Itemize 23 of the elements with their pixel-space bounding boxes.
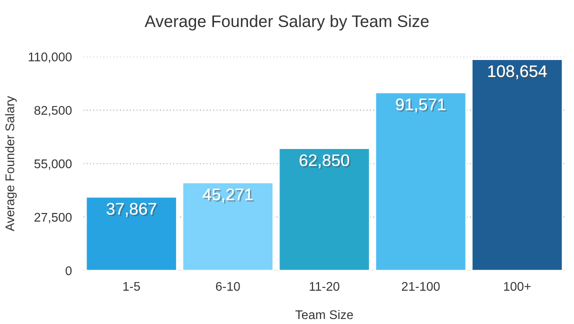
x-tick-label: 1-5 [123,282,140,291]
bar [182,182,274,271]
bar [471,58,564,271]
y-tick-label: 55,000 [34,159,72,170]
bar [374,92,467,271]
data-label: 91,571 [396,98,447,114]
y-tick-label: 82,500 [34,106,72,116]
x-tick-label: 11-20 [310,282,340,291]
chart-title: Average Founder Salary by Team Size [144,14,429,30]
bar [278,148,370,271]
y-tick-label: 0 [66,266,72,276]
x-tick-label: 6-10 [216,282,240,291]
data-label: 108,654 [488,65,548,80]
data-label: 62,850 [300,154,351,170]
y-tick-label: 110,000 [28,52,72,63]
x-tick-label: 100+ [504,282,531,291]
data-label: 45,271 [202,188,254,204]
data-label: 37,867 [106,202,158,218]
bar [85,196,178,271]
y-axis-title: Average Founder Salary [5,96,17,232]
y-tick-label: 27,500 [34,212,72,224]
x-axis-title: Team Size [295,310,353,320]
x-tick-label: 21-100 [402,282,440,291]
